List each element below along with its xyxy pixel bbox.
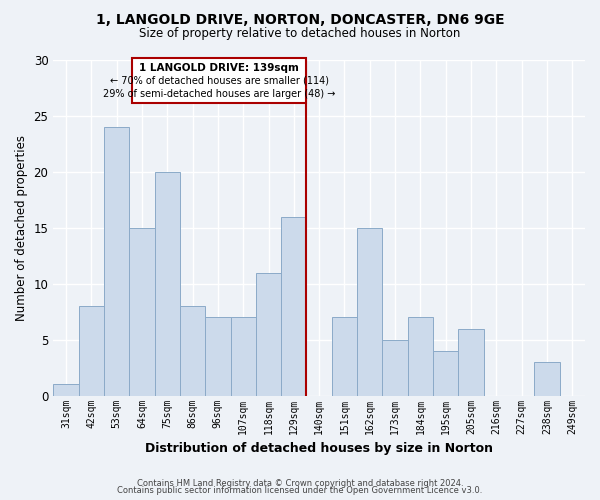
- Bar: [332, 318, 357, 396]
- Text: 1 LANGOLD DRIVE: 139sqm: 1 LANGOLD DRIVE: 139sqm: [139, 63, 299, 73]
- Bar: [79, 306, 104, 396]
- FancyBboxPatch shape: [132, 58, 307, 102]
- Bar: [155, 172, 180, 396]
- Bar: [180, 306, 205, 396]
- Bar: [230, 318, 256, 396]
- Text: Contains HM Land Registry data © Crown copyright and database right 2024.: Contains HM Land Registry data © Crown c…: [137, 478, 463, 488]
- Bar: [53, 384, 79, 396]
- Y-axis label: Number of detached properties: Number of detached properties: [15, 135, 28, 321]
- Text: Contains public sector information licensed under the Open Government Licence v3: Contains public sector information licen…: [118, 486, 482, 495]
- Text: ← 70% of detached houses are smaller (114): ← 70% of detached houses are smaller (11…: [110, 76, 329, 86]
- Text: 29% of semi-detached houses are larger (48) →: 29% of semi-detached houses are larger (…: [103, 88, 335, 99]
- X-axis label: Distribution of detached houses by size in Norton: Distribution of detached houses by size …: [145, 442, 493, 455]
- Bar: [433, 351, 458, 396]
- Text: 1, LANGOLD DRIVE, NORTON, DONCASTER, DN6 9GE: 1, LANGOLD DRIVE, NORTON, DONCASTER, DN6…: [95, 12, 505, 26]
- Bar: [535, 362, 560, 396]
- Bar: [408, 318, 433, 396]
- Bar: [281, 216, 307, 396]
- Bar: [382, 340, 408, 396]
- Bar: [458, 328, 484, 396]
- Bar: [129, 228, 155, 396]
- Text: Size of property relative to detached houses in Norton: Size of property relative to detached ho…: [139, 28, 461, 40]
- Bar: [256, 272, 281, 396]
- Bar: [357, 228, 382, 396]
- Bar: [104, 127, 129, 396]
- Bar: [205, 318, 230, 396]
